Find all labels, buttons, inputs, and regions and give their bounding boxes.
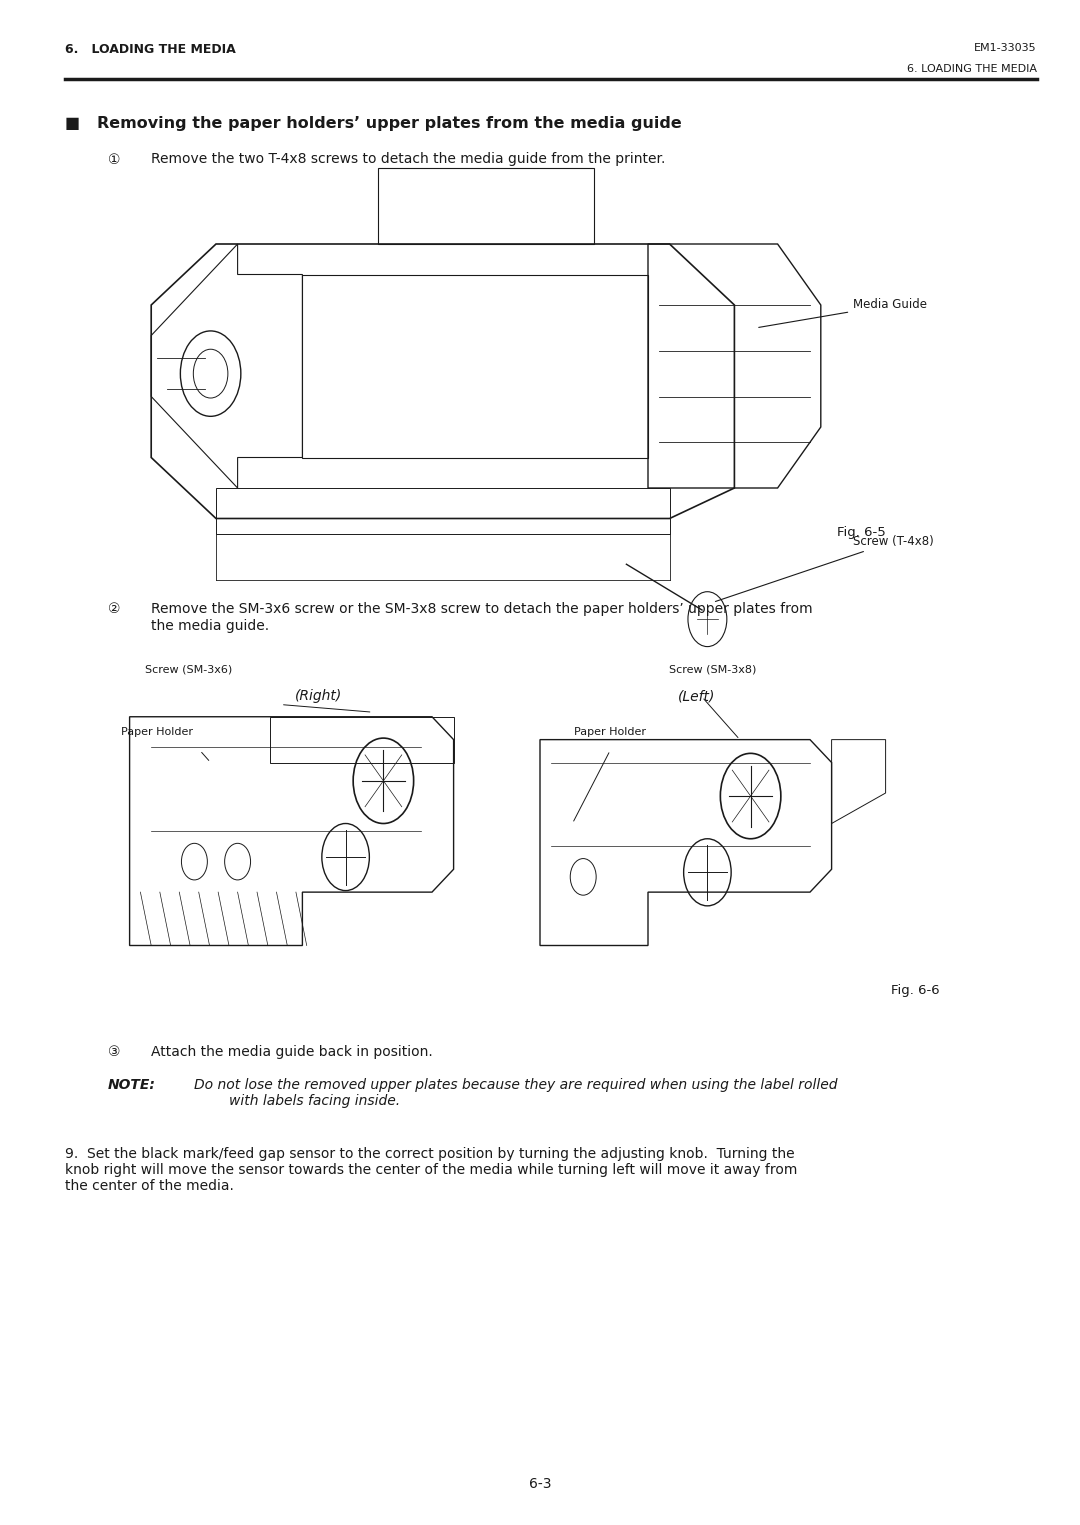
Text: ③: ③: [108, 1045, 121, 1058]
Text: EM1-33035: EM1-33035: [974, 43, 1037, 53]
Text: ■   Removing the paper holders’ upper plates from the media guide: ■ Removing the paper holders’ upper plat…: [65, 116, 681, 131]
Text: Media Guide: Media Guide: [759, 299, 928, 328]
Text: Fig. 6-6: Fig. 6-6: [891, 984, 940, 997]
Text: 6.   LOADING THE MEDIA: 6. LOADING THE MEDIA: [65, 43, 235, 56]
Text: Screw (SM-3x8): Screw (SM-3x8): [670, 663, 756, 674]
Text: Remove the two T-4x8 screws to detach the media guide from the printer.: Remove the two T-4x8 screws to detach th…: [151, 152, 665, 166]
Text: ②: ②: [108, 602, 121, 616]
Text: Attach the media guide back in position.: Attach the media guide back in position.: [151, 1045, 433, 1058]
Text: (Right): (Right): [295, 689, 342, 703]
Text: Fig. 6-5: Fig. 6-5: [837, 526, 886, 540]
Text: Paper Holder: Paper Holder: [575, 727, 646, 738]
Text: NOTE:: NOTE:: [108, 1078, 156, 1092]
Text: Screw (T-4x8): Screw (T-4x8): [715, 535, 934, 601]
Text: Remove the SM-3x6 screw or the SM-3x8 screw to detach the paper holders’ upper p: Remove the SM-3x6 screw or the SM-3x8 sc…: [151, 602, 813, 633]
Text: Do not lose the removed upper plates because they are required when using the la: Do not lose the removed upper plates bec…: [194, 1078, 838, 1109]
Text: 6. LOADING THE MEDIA: 6. LOADING THE MEDIA: [907, 64, 1037, 75]
Text: 6-3: 6-3: [529, 1478, 551, 1491]
Text: 9.  Set the black mark/feed gap sensor to the correct position by turning the ad: 9. Set the black mark/feed gap sensor to…: [65, 1147, 797, 1193]
Text: (Left): (Left): [678, 689, 715, 703]
Text: Paper Holder: Paper Holder: [121, 727, 192, 738]
Text: Screw (SM-3x6): Screw (SM-3x6): [146, 663, 232, 674]
Text: ①: ①: [108, 152, 121, 166]
